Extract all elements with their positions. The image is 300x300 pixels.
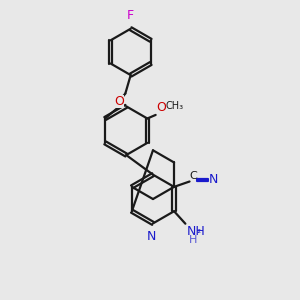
Text: NH: NH: [187, 226, 205, 238]
Text: N: N: [147, 230, 157, 243]
Text: C: C: [190, 171, 198, 181]
Text: H: H: [189, 235, 197, 245]
Text: ₂: ₂: [197, 225, 201, 235]
Text: F: F: [127, 9, 134, 22]
Text: N: N: [209, 172, 218, 186]
Text: O: O: [114, 95, 124, 108]
Text: O: O: [156, 101, 166, 114]
Text: CH₃: CH₃: [165, 101, 183, 111]
